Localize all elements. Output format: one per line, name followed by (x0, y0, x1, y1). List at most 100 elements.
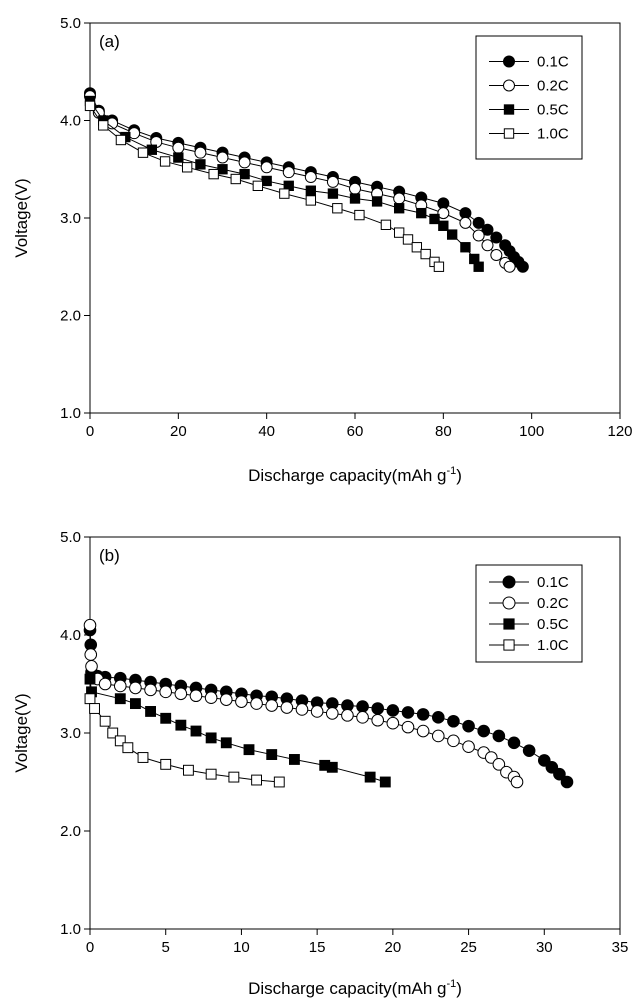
legend-label: 1.0C (537, 126, 569, 143)
data-point (84, 693, 96, 705)
legend-marker (503, 128, 515, 139)
data-point (251, 774, 263, 786)
data-point (516, 260, 529, 273)
data-point (379, 776, 391, 788)
data-point (280, 701, 294, 714)
data-point (205, 732, 217, 744)
data-point (204, 691, 218, 705)
data-point (349, 182, 361, 195)
data-point (84, 673, 96, 685)
x-tick-label: 0 (86, 939, 94, 956)
data-point (431, 711, 445, 724)
data-point (195, 159, 206, 170)
y-axis-label: Voltage(V) (12, 693, 31, 772)
data-point (447, 734, 460, 748)
data-point (553, 767, 566, 781)
legend-label: 0.2C (537, 595, 569, 612)
series-line (89, 105, 440, 268)
x-tick-label: 40 (258, 423, 275, 440)
data-point (288, 754, 300, 765)
x-tick-label: 15 (309, 939, 326, 956)
data-point (129, 681, 142, 695)
series-0.5C (84, 673, 391, 788)
data-point (89, 703, 100, 714)
data-point (144, 683, 157, 697)
data-point (356, 700, 369, 713)
data-point (560, 775, 574, 789)
data-point (507, 736, 521, 750)
data-point (216, 151, 229, 164)
legend-label: 0.1C (537, 54, 569, 71)
legend-marker (503, 618, 515, 630)
series-line (89, 95, 510, 268)
series-1.0C (84, 100, 445, 272)
data-point (189, 689, 203, 703)
data-point (261, 175, 272, 187)
data-point (446, 229, 458, 240)
data-point (159, 156, 171, 167)
data-point (472, 229, 485, 242)
data-point (349, 193, 361, 204)
x-tick-label: 35 (612, 939, 629, 956)
data-point (98, 120, 109, 131)
data-point (181, 162, 193, 173)
data-point (230, 173, 241, 185)
data-point (243, 744, 255, 756)
data-point (402, 234, 414, 245)
data-point (282, 166, 295, 179)
data-point (416, 724, 430, 738)
data-point (145, 706, 157, 717)
y-tick-label: 3.0 (60, 210, 81, 227)
data-point (252, 180, 264, 191)
data-point (98, 677, 112, 691)
data-point (305, 195, 317, 206)
data-point (380, 219, 392, 230)
data-point (113, 679, 127, 693)
data-point (472, 216, 485, 229)
data-point (490, 249, 503, 262)
data-point (459, 216, 472, 229)
x-tick-label: 10 (233, 939, 250, 956)
data-point (371, 196, 383, 207)
data-point (492, 758, 506, 771)
data-point (393, 192, 406, 205)
data-point (99, 715, 111, 727)
x-axis-label: Discharge capacity(mAh g-1) (248, 978, 462, 998)
legend-marker (502, 575, 516, 589)
x-tick-label: 5 (162, 939, 170, 956)
data-point (386, 704, 400, 717)
y-tick-label: 2.0 (60, 308, 81, 325)
data-point (371, 702, 385, 715)
y-tick-label: 3.0 (60, 725, 81, 742)
data-point (492, 729, 506, 743)
data-point (114, 693, 126, 705)
y-tick-label: 5.0 (60, 529, 81, 546)
legend-label: 0.5C (537, 616, 569, 633)
data-point (416, 207, 427, 219)
legend-marker (503, 104, 515, 115)
data-point (190, 725, 202, 737)
data-point (114, 735, 126, 747)
data-point (429, 213, 440, 225)
data-point (279, 188, 290, 199)
data-point (115, 134, 127, 146)
data-point (273, 776, 285, 788)
legend-marker (502, 596, 516, 610)
data-point (173, 152, 184, 163)
chart-panel-1: 0 20 40 60 80 100 120 1.0 2.0 3.0 4.0 5.0 Discharge … (12, 15, 632, 485)
data-point (401, 720, 415, 734)
legend: 0.1C 0.2C 0.5C 1.0C (475, 564, 583, 663)
data-point (438, 220, 449, 231)
data-point (107, 727, 119, 739)
x-tick-label: 20 (385, 939, 402, 956)
data-point (393, 203, 405, 214)
data-point (239, 168, 250, 180)
x-tick-label: 20 (170, 423, 187, 440)
data-point (327, 188, 339, 199)
data-point (84, 648, 98, 661)
data-point (420, 248, 431, 260)
data-point (146, 144, 158, 155)
data-point (416, 708, 430, 721)
y-tick-label: 1.0 (60, 405, 81, 422)
